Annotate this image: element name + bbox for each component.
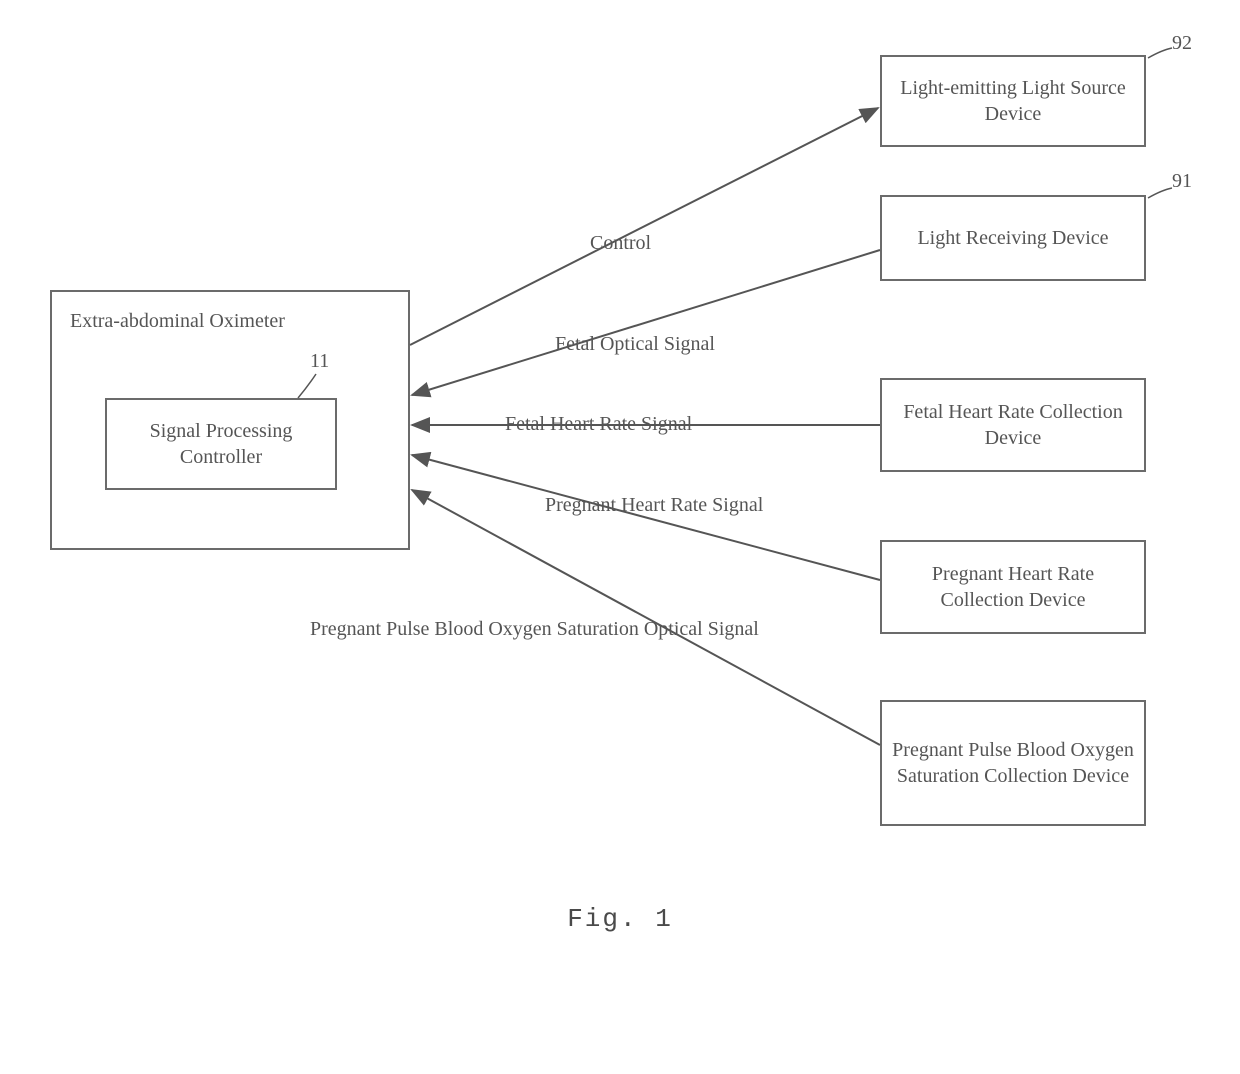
edge-label-fetal-optical: Fetal Optical Signal — [555, 333, 715, 356]
fetal-hr-box: Fetal Heart Rate Collection Device — [880, 378, 1146, 472]
preg-hr-box: Pregnant Heart Rate Collection Device — [880, 540, 1146, 634]
light-receive-label: Light Receiving Device — [917, 225, 1108, 251]
ref-92: 92 — [1172, 32, 1192, 55]
edge-label-preg-spo2: Pregnant Pulse Blood Oxygen Saturation O… — [310, 618, 759, 641]
preg-spo2-label: Pregnant Pulse Blood Oxygen Saturation C… — [890, 737, 1136, 789]
arrow-fetal-optical — [412, 250, 880, 395]
edge-label-preg-hr: Pregnant Heart Rate Signal — [545, 494, 763, 517]
edge-label-fetal-hr: Fetal Heart Rate Signal — [505, 413, 692, 436]
light-source-box: Light-emitting Light Source Device — [880, 55, 1146, 147]
preg-hr-label: Pregnant Heart Rate Collection Device — [890, 561, 1136, 613]
arrow-control — [410, 108, 878, 345]
ref-11: 11 — [310, 350, 329, 373]
preg-spo2-box: Pregnant Pulse Blood Oxygen Saturation C… — [880, 700, 1146, 826]
edge-label-control: Control — [590, 232, 651, 255]
spc-box: Signal Processing Controller — [105, 398, 337, 490]
spc-label: Signal Processing Controller — [115, 418, 327, 470]
figure-caption: Fig. 1 — [567, 904, 673, 934]
arrow-preg-hr — [412, 455, 880, 580]
light-receive-box: Light Receiving Device — [880, 195, 1146, 281]
oximeter-title: Extra-abdominal Oximeter — [70, 310, 285, 333]
lead-91 — [1148, 188, 1172, 198]
lead-92 — [1148, 48, 1172, 58]
light-source-label: Light-emitting Light Source Device — [890, 75, 1136, 127]
fetal-hr-label: Fetal Heart Rate Collection Device — [890, 399, 1136, 451]
ref-91: 91 — [1172, 170, 1192, 193]
